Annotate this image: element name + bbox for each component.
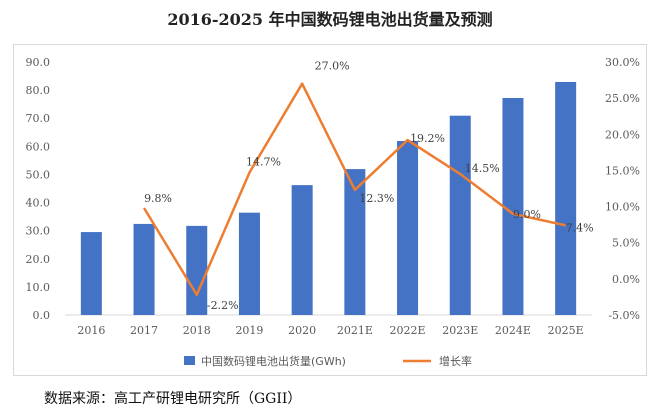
x-tick-label: 2019 xyxy=(235,324,263,337)
y-right-tick-label: 30.0% xyxy=(605,56,640,69)
bar xyxy=(80,232,102,315)
growth-data-label: 14.5% xyxy=(465,162,500,175)
bar xyxy=(186,225,208,315)
bar xyxy=(133,223,155,315)
y-right-tick-label: 10.0% xyxy=(605,201,640,214)
y-left-tick-label: 30.0 xyxy=(26,225,51,238)
chart-title: 2016-2025 年中国数码锂电池出货量及预测 xyxy=(167,10,493,29)
growth-data-label: 14.7% xyxy=(246,156,281,169)
y-right-tick-label: 0.0% xyxy=(612,273,640,286)
y-left-tick-label: 70.0 xyxy=(26,112,51,125)
y-left-tick-label: 50.0 xyxy=(26,168,51,181)
legend-bar-label: 中国数码锂电池出货量(GWh) xyxy=(201,354,346,368)
x-tick-label: 2016 xyxy=(77,324,105,337)
y-left-tick-label: 20.0 xyxy=(26,253,51,266)
data-source: 数据来源：高工产研锂电研究所（GGII） xyxy=(44,391,302,407)
x-tick-label: 2021E xyxy=(337,324,373,337)
x-tick-label: 2018 xyxy=(183,324,211,337)
growth-data-label: 9.8% xyxy=(144,192,172,205)
bar xyxy=(238,212,260,315)
y-left-tick-label: 90.0 xyxy=(26,56,51,69)
x-tick-label: 2017 xyxy=(130,324,158,337)
y-left-tick-label: 40.0 xyxy=(26,197,51,210)
growth-data-label: 9.0% xyxy=(513,208,541,221)
bar xyxy=(502,97,524,315)
growth-data-label: -2.2% xyxy=(207,299,239,312)
x-tick-label: 2025E xyxy=(548,324,584,337)
x-tick-label: 2022E xyxy=(390,324,426,337)
growth-data-label: 27.0% xyxy=(315,60,350,73)
y-right-tick-label: -5.0% xyxy=(608,309,640,322)
y-right-tick-label: 5.0% xyxy=(612,237,640,250)
growth-data-label: 12.3% xyxy=(359,192,394,205)
y-left-tick-label: 60.0 xyxy=(26,140,51,153)
growth-data-label: 7.4% xyxy=(566,221,594,234)
y-left-tick-label: 0.0 xyxy=(33,309,51,322)
x-tick-label: 2020 xyxy=(288,324,316,337)
x-tick-label: 2024E xyxy=(495,324,531,337)
y-right-tick-label: 20.0% xyxy=(605,128,640,141)
bar xyxy=(397,140,419,315)
bar xyxy=(449,115,471,315)
legend-bar-swatch xyxy=(184,356,195,365)
bar xyxy=(344,169,366,315)
bar xyxy=(555,81,577,315)
y-left-tick-label: 80.0 xyxy=(26,84,51,97)
y-left-tick-label: 10.0 xyxy=(26,281,51,294)
y-right-tick-label: 15.0% xyxy=(605,164,640,177)
legend-line-label: 增长率 xyxy=(439,354,472,368)
chart-frame xyxy=(13,44,647,376)
x-tick-label: 2023E xyxy=(442,324,478,337)
growth-data-label: 19.2% xyxy=(410,132,445,145)
y-right-tick-label: 25.0% xyxy=(605,92,640,105)
bar xyxy=(291,185,313,315)
growth-line xyxy=(142,82,566,297)
